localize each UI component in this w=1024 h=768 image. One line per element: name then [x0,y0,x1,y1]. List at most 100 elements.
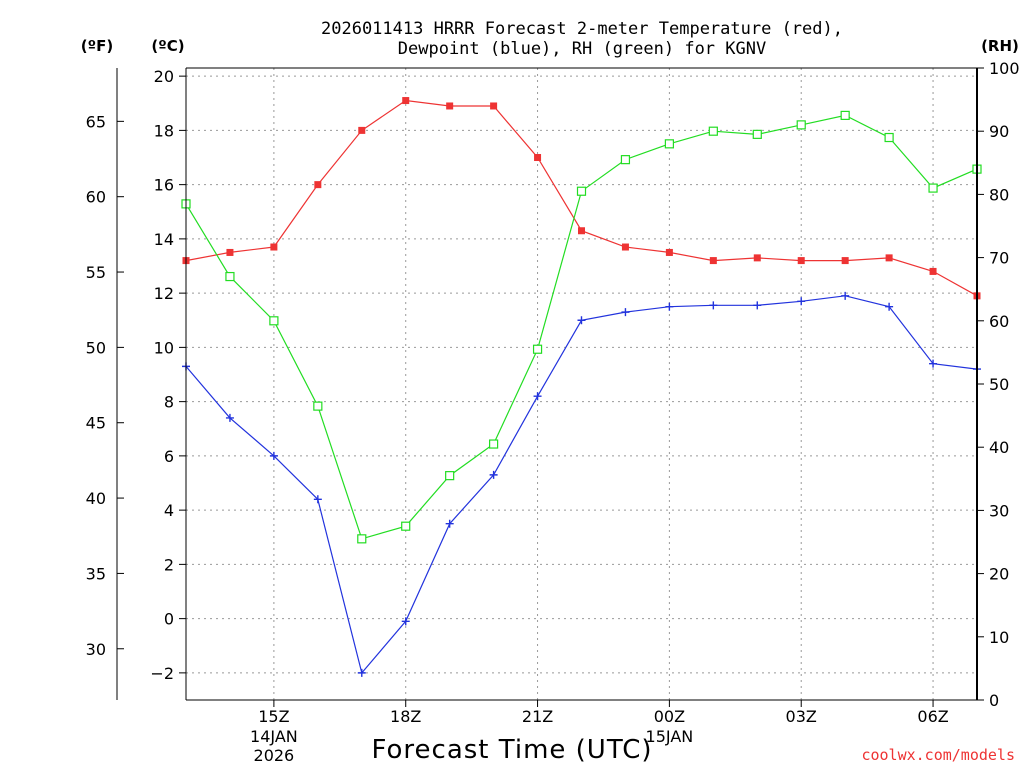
rh-tick-label: 40 [989,438,1009,457]
temperature-point [621,243,629,251]
dewpoint-point [533,392,542,401]
celsius-tick-label: 12 [154,284,174,303]
temperature-point [402,97,410,105]
temperature-point [797,257,805,265]
chart-title-line2: Dewpoint (blue), RH (green) for KGNV [398,39,766,59]
celsius-tick-label: 18 [154,121,174,140]
rh-point [225,271,235,282]
fahrenheit-tick-label: 40 [86,489,106,508]
x-tick-label: 03Z [786,707,817,726]
rh-point [269,316,279,326]
temperature-point [709,257,717,265]
dewpoint-point [313,495,322,504]
x-tick-label: 18Z [390,707,421,726]
rh-tick-label: 0 [989,691,999,710]
rh-point [752,129,762,139]
dewpoint-point [401,617,410,626]
rh-point [928,183,938,193]
rh-point [796,120,806,130]
celsius-tick-label: 16 [154,176,174,195]
rh-tick-label: 60 [989,312,1009,331]
chart-title-line1: 2026011413 HRRR Forecast 2-meter Tempera… [321,19,843,39]
credit-text: coolwx.com/models [861,746,1015,764]
temperature-point [753,254,761,262]
dewpoint-point [709,301,718,310]
x-year-label: 2026 [254,746,295,765]
x-tick-label: 00Z [654,707,685,726]
series-line-rh [185,114,978,540]
series-line-temperature [185,99,978,297]
temperature-point [929,267,937,275]
rh-tick-label: 50 [989,375,1009,394]
celsius-unit-label: (ºC) [151,37,184,55]
temperature-point [446,102,454,110]
x-tick-label: 15Z [258,707,289,726]
rh-tick-label: 100 [989,59,1020,78]
fahrenheit-tick-label: 50 [86,338,106,357]
rh-point [401,521,411,531]
temperature-point [270,243,278,251]
x-tick-label: 06Z [917,707,948,726]
celsius-tick-label: 14 [154,230,174,249]
celsius-tick-label: 6 [164,447,174,466]
fahrenheit-unit-label: (ºF) [81,37,113,55]
rh-unit-label: (RH) [981,37,1019,55]
celsius-tick-label: 20 [154,67,174,86]
temperature-point [314,181,322,189]
series-layer [181,97,982,677]
x-date-label: 15JAN [646,727,694,746]
axes: −2 0 2 4 6 8 10 12 14 16 18 20 30 35 40 45 50 55 60 65 0 10 20… [86,59,1020,765]
rh-tick-label: 10 [989,628,1009,647]
grid [186,68,977,700]
rh-point [445,471,455,481]
celsius-tick-label: 2 [164,555,174,574]
temperature-point [578,227,585,235]
rh-point [489,439,499,449]
fahrenheit-tick-label: 55 [86,263,106,282]
x-tick-label: 21Z [522,707,553,726]
rh-point [357,534,367,544]
celsius-tick-label: 0 [164,610,174,629]
temperature-point [841,257,849,265]
rh-tick-label: 20 [989,565,1009,584]
rh-point [664,139,674,149]
fahrenheit-tick-label: 60 [86,188,106,207]
celsius-tick-label: −2 [150,664,174,683]
celsius-tick-label: 8 [164,393,174,412]
dewpoint-point [225,413,234,422]
dewpoint-point [269,451,278,460]
series-line-dewpoint [185,295,978,675]
fahrenheit-tick-label: 35 [86,564,106,583]
rh-point [576,186,587,196]
rh-point [884,132,894,143]
rh-tick-label: 30 [989,501,1009,520]
dewpoint-point [885,302,894,311]
x-axis-label: Forecast Time (UTC) [371,735,652,765]
fahrenheit-tick-label: 65 [86,112,106,131]
rh-tick-label: 70 [989,249,1009,268]
fahrenheit-tick-label: 30 [86,640,106,659]
temperature-point [358,126,366,134]
dewpoint-point [445,519,454,528]
rh-tick-label: 80 [989,185,1009,204]
temperature-point [885,254,893,262]
temperature-point [226,248,234,256]
dewpoint-point [665,302,674,311]
celsius-tick-label: 4 [164,501,174,520]
fahrenheit-tick-label: 45 [86,414,106,433]
temperature-point [534,154,542,162]
x-date-label: 14JAN [250,727,298,746]
dewpoint-point [797,297,806,306]
rh-point [840,110,850,121]
temperature-point [665,248,673,256]
dewpoint-point [621,308,630,317]
dewpoint-point [929,359,938,368]
dewpoint-point [577,316,586,325]
temperature-point [490,102,498,110]
dewpoint-point [357,668,366,677]
rh-tick-label: 90 [989,122,1009,141]
dewpoint-point [489,470,498,479]
dewpoint-point [841,291,850,300]
rh-point [532,344,543,354]
